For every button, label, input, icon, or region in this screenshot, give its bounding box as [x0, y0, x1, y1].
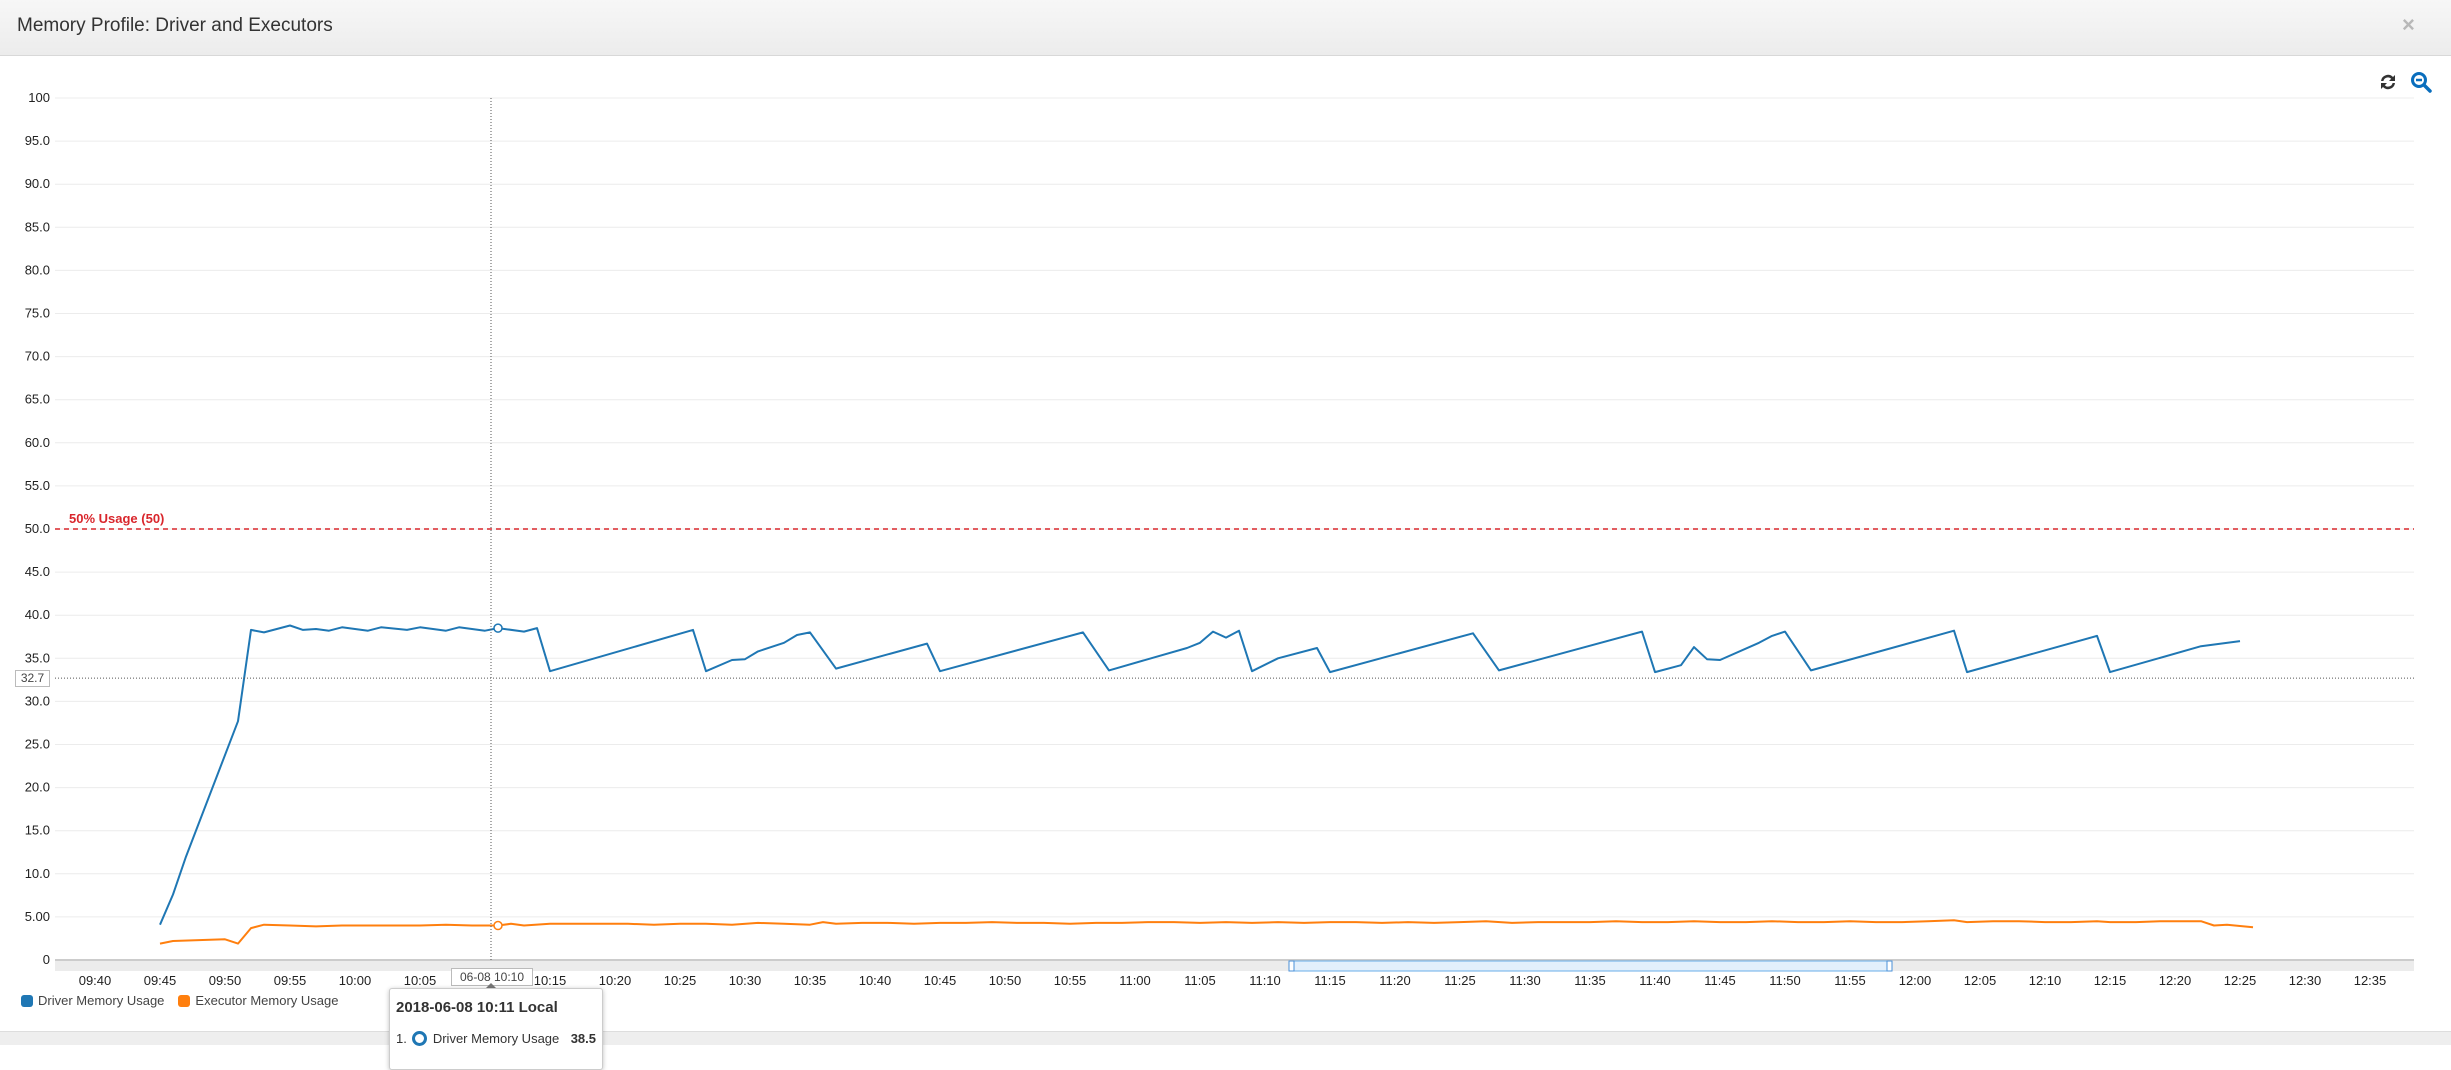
y-tick-label: 35.0: [25, 650, 50, 665]
memory-chart[interactable]: 0 5.00 10.0 15.0 20.0 25.0 30.0 35.0 40.0 45.0 50.…: [0, 0, 2451, 1044]
y-tick-label: 85.0: [25, 219, 50, 234]
y-tick-label: 75.0: [25, 306, 50, 321]
x-tick-label: 12:25: [2224, 973, 2257, 988]
legend-swatch-driver: [21, 995, 33, 1007]
x-tick-label: 12:20: [2159, 973, 2192, 988]
x-tick-label: 12:30: [2289, 973, 2322, 988]
y-tick-label: 5.00: [25, 909, 50, 924]
x-tick-label: 11:10: [1249, 973, 1281, 988]
x-tick-label: 09:55: [274, 973, 307, 988]
x-tick-label: 10:25: [664, 973, 697, 988]
x-tick-label: 11:25: [1444, 973, 1476, 988]
threshold-label: 50% Usage (50): [69, 511, 164, 526]
y-tick-label: 50.0: [25, 521, 50, 536]
x-tick-label: 12:00: [1899, 973, 1932, 988]
x-tick-label: 11:35: [1574, 973, 1606, 988]
series-line-executor: [160, 920, 2253, 943]
x-tick-label: 10:40: [859, 973, 892, 988]
x-tick-label: 10:00: [339, 973, 372, 988]
x-tick-label: 11:00: [1119, 973, 1151, 988]
y-tick-label: 25.0: [25, 737, 50, 752]
x-tick-label: 11:20: [1379, 973, 1411, 988]
x-tick-label: 09:40: [79, 973, 112, 988]
legend-label: Executor Memory Usage: [195, 993, 338, 1008]
y-tick-label: 65.0: [25, 392, 50, 407]
y-tick-label: 15.0: [25, 823, 50, 838]
y-tick-label: 90.0: [25, 176, 50, 191]
navigator-handle-right[interactable]: [1887, 961, 1892, 971]
crosshair-y-label: 32.7: [15, 670, 50, 687]
x-tick-label: 10:35: [794, 973, 827, 988]
x-tick-label: 11:40: [1639, 973, 1671, 988]
y-tick-label: 95.0: [25, 133, 50, 148]
y-tick-label: 60.0: [25, 435, 50, 450]
hover-marker: [494, 624, 502, 632]
x-tick-label: 11:50: [1769, 973, 1801, 988]
y-tick-label: 55.0: [25, 478, 50, 493]
tooltip-title: 2018-06-08 10:11 Local: [396, 999, 558, 1016]
y-tick-label: 0: [43, 952, 50, 967]
legend-item-driver[interactable]: Driver Memory Usage: [21, 993, 164, 1008]
x-tick-label: 11:30: [1509, 973, 1541, 988]
y-tick-label: 80.0: [25, 262, 50, 277]
x-tick-label: 10:55: [1054, 973, 1087, 988]
y-tick-label: 30.0: [25, 693, 50, 708]
legend-label: Driver Memory Usage: [38, 993, 164, 1008]
x-tick-label: 10:20: [599, 973, 632, 988]
x-tick-label: 11:45: [1704, 973, 1736, 988]
x-tick-label: 10:30: [729, 973, 762, 988]
chart-legend: Driver Memory Usage Executor Memory Usag…: [21, 993, 338, 1008]
series-line-driver: [160, 626, 2240, 925]
x-tick-label: 12:35: [2354, 973, 2387, 988]
x-tick-label: 09:45: [144, 973, 177, 988]
y-tick-label: 40.0: [25, 607, 50, 622]
x-tick-label: 10:15: [534, 973, 567, 988]
chart-tooltip: 2018-06-08 10:11 Local 1. Driver Memory …: [389, 988, 603, 1070]
x-tick-label: 12:10: [2029, 973, 2062, 988]
navigator-track[interactable]: [55, 961, 2414, 971]
navigator-handle-left[interactable]: [1289, 961, 1294, 971]
y-tick-label: 70.0: [25, 349, 50, 364]
x-tick-label: 11:05: [1184, 973, 1216, 988]
y-tick-label: 20.0: [25, 780, 50, 795]
x-tick-label: 10:45: [924, 973, 957, 988]
y-tick-label: 10.0: [25, 866, 50, 881]
x-tick-label: 12:05: [1964, 973, 1997, 988]
y-tick-label: 100: [28, 90, 50, 105]
x-tick-label: 10:50: [989, 973, 1022, 988]
x-tick-label: 09:50: [209, 973, 242, 988]
x-tick-label: 10:05: [404, 973, 437, 988]
legend-swatch-executor: [178, 995, 190, 1007]
navigator-selection[interactable]: [1291, 961, 1889, 971]
x-tick-label: 11:55: [1834, 973, 1866, 988]
y-tick-label: 45.0: [25, 564, 50, 579]
dialog-footer: [0, 1031, 2451, 1045]
hover-marker: [494, 922, 502, 930]
x-tick-label: 12:15: [2094, 973, 2127, 988]
x-tick-label: 11:15: [1314, 973, 1346, 988]
legend-item-executor[interactable]: Executor Memory Usage: [178, 993, 338, 1008]
